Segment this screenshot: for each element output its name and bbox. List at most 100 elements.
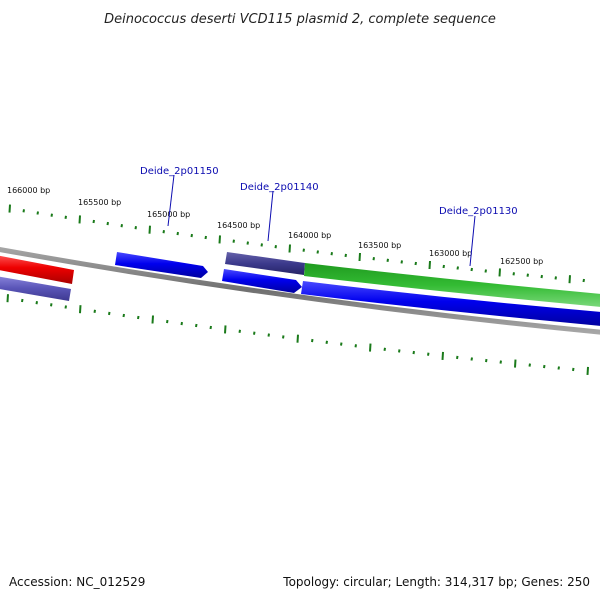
plasmid-backbone	[0, 247, 600, 335]
tick-label-165000: 165000 bp	[147, 210, 190, 219]
inner-tick-row	[6, 294, 589, 375]
inner-tick-mark	[340, 342, 343, 346]
gene-label-group-2p01150: Deide_2p01150	[140, 166, 219, 227]
leader-line-2p01140	[267, 190, 274, 242]
inner-tick-mark	[253, 331, 256, 335]
outer-tick-mark	[344, 253, 347, 258]
gene-label-group-2p01140: Deide_2p01140	[240, 182, 319, 242]
outer-tick-mark	[302, 248, 305, 252]
inner-tick-mark	[427, 352, 430, 356]
inner-tick-mark	[93, 309, 96, 313]
outer-tick-mark	[400, 260, 403, 264]
inner-tick-mark	[209, 325, 212, 330]
outer-tick-mark	[470, 267, 473, 272]
gene-feature-deide-2p01130[interactable]	[304, 263, 600, 307]
inner-tick-mark	[354, 344, 357, 348]
outer-tick-mark	[218, 235, 221, 244]
gene-label-group-2p01130: Deide_2p01130	[439, 206, 518, 267]
outer-tick-mark	[92, 219, 95, 224]
tick-label-164500: 164500 bp	[217, 221, 260, 230]
tick-label-166000: 166000 bp	[7, 186, 50, 195]
outer-tick-mark	[568, 275, 571, 284]
gene-arrow-under-2p01140[interactable]	[222, 269, 302, 293]
outer-tick-mark	[232, 239, 235, 243]
inner-tick-mark	[557, 366, 560, 370]
inner-tick-mark	[383, 347, 386, 351]
outer-tick-mark	[316, 250, 319, 254]
outer-tick-mark	[330, 252, 333, 256]
outer-tick-mark	[526, 273, 529, 277]
leader-line-2p01150	[167, 174, 175, 227]
outer-tick-mark	[582, 278, 585, 283]
inner-tick-mark	[325, 340, 328, 344]
outer-tick-row: 166000 bp 165500 bp 165000 bp 164500 bp …	[7, 186, 585, 284]
tick-label-163500: 163500 bp	[358, 241, 401, 250]
inner-tick-mark	[21, 298, 24, 303]
inner-tick-mark	[311, 338, 314, 343]
inner-tick-mark	[122, 313, 125, 318]
outer-tick-mark	[260, 243, 263, 247]
outer-tick-mark	[78, 215, 81, 224]
inner-tick-mark	[64, 305, 67, 309]
tick-label-162500: 162500 bp	[500, 257, 543, 266]
inner-tick-mark	[6, 294, 9, 303]
outer-tick-mark	[512, 272, 515, 276]
tick-label-165500: 165500 bp	[78, 198, 121, 207]
outer-tick-mark	[106, 221, 109, 226]
tick-label-163000: 163000 bp	[429, 249, 472, 258]
outer-tick-mark	[176, 231, 179, 236]
outer-tick-mark	[498, 268, 501, 277]
inner-tick-mark	[412, 350, 415, 355]
inner-tick-mark	[137, 315, 140, 320]
inner-tick-mark	[296, 334, 299, 343]
inner-tick-mark	[108, 311, 111, 316]
inner-tick-mark	[398, 349, 401, 353]
inner-tick-mark	[586, 366, 589, 375]
inner-tick-mark	[572, 367, 575, 372]
inner-tick-mark	[470, 357, 473, 361]
gene-label-2p01150[interactable]: Deide_2p01150	[140, 166, 219, 177]
inner-tick-mark	[528, 363, 531, 367]
accession-text: Accession: NC_012529	[9, 575, 145, 589]
inner-tick-mark	[499, 360, 502, 364]
gene-label-2p01130[interactable]: Deide_2p01130	[439, 206, 518, 217]
inner-tick-mark	[543, 364, 546, 369]
topology-summary-text: Topology: circular; Length: 314,317 bp; …	[282, 575, 590, 589]
outer-tick-mark	[540, 274, 543, 279]
inner-tick-mark	[267, 333, 270, 337]
outer-tick-mark	[372, 257, 375, 261]
outer-tick-mark	[120, 224, 123, 228]
outer-tick-mark	[8, 204, 11, 213]
outer-tick-mark	[36, 211, 39, 215]
inner-tick-mark	[282, 335, 285, 339]
gene-feature-red[interactable]	[0, 254, 74, 284]
inner-tick-mark	[238, 329, 241, 333]
outer-tick-mark	[134, 226, 137, 230]
outer-tick-mark	[386, 258, 389, 262]
map-title: Deinococcus deserti VCD115 plasmid 2, co…	[104, 12, 496, 27]
gene-arrow-deide-2p01150[interactable]	[115, 252, 208, 278]
gene-feature-long-blue[interactable]	[301, 281, 600, 326]
outer-tick-mark	[190, 233, 193, 238]
inner-tick-mark	[151, 315, 154, 324]
outer-tick-mark	[22, 209, 25, 213]
outer-tick-mark	[162, 230, 165, 234]
inner-tick-mark	[456, 355, 459, 360]
outer-tick-mark	[246, 241, 249, 245]
tick-label-164000: 164000 bp	[288, 231, 331, 240]
outer-tick-mark	[554, 276, 557, 280]
gene-feature-deide-2p01140[interactable]	[225, 252, 305, 275]
leader-line-2p01130	[469, 215, 476, 267]
gene-label-2p01140[interactable]: Deide_2p01140	[240, 182, 319, 193]
inner-tick-mark	[166, 319, 169, 324]
outer-tick-mark	[64, 215, 67, 219]
outer-tick-mark	[414, 261, 417, 266]
inner-tick-mark	[79, 305, 82, 314]
outer-tick-mark	[288, 244, 291, 253]
outer-tick-mark	[274, 245, 277, 249]
inner-tick-mark	[180, 321, 183, 326]
gene-feature-purple-left[interactable]	[0, 275, 71, 301]
inner-tick-mark	[441, 351, 444, 360]
inner-tick-mark	[195, 323, 198, 328]
